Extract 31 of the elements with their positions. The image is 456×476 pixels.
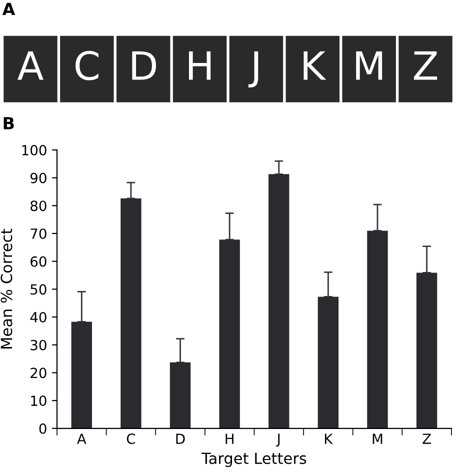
x-tick-label: C — [126, 434, 136, 444]
x-tick-label: K — [324, 434, 334, 444]
y-axis-title: Mean % Correct — [0, 228, 12, 348]
text: D — [132, 51, 156, 80]
y-tick-label: 80 — [30, 200, 46, 212]
text: K — [304, 51, 326, 80]
x-axis-title: Target Letters — [201, 452, 306, 468]
text: A — [2, 2, 16, 16]
y-tick-label: 0 — [39, 423, 46, 434]
x-tick-label: J — [276, 434, 280, 447]
x-tick-label: Z — [422, 434, 431, 444]
x-tick-label: M — [372, 434, 382, 444]
y-tick-label: 40 — [30, 312, 46, 322]
y-tick-label: 70 — [30, 228, 46, 239]
x-tick-label: D — [176, 434, 185, 444]
y-tick-label: 90 — [30, 172, 46, 184]
x-tick-label: A — [77, 434, 86, 444]
text: C — [76, 50, 98, 80]
y-tick-label: 20 — [30, 368, 46, 378]
text: J — [248, 51, 258, 88]
y-tick-label: 10 — [31, 396, 46, 406]
y-tick-label: 100 — [22, 144, 46, 156]
y-tick-label: 30 — [30, 340, 46, 350]
y-tick-label: 60 — [30, 256, 46, 267]
text: Z — [414, 51, 438, 80]
y-tick-label: 50 — [30, 284, 46, 295]
chart-title: B — [4, 117, 14, 130]
x-tick-label: H — [226, 434, 234, 444]
text: H — [188, 51, 211, 80]
text: A — [18, 51, 44, 80]
text: M — [356, 51, 382, 80]
